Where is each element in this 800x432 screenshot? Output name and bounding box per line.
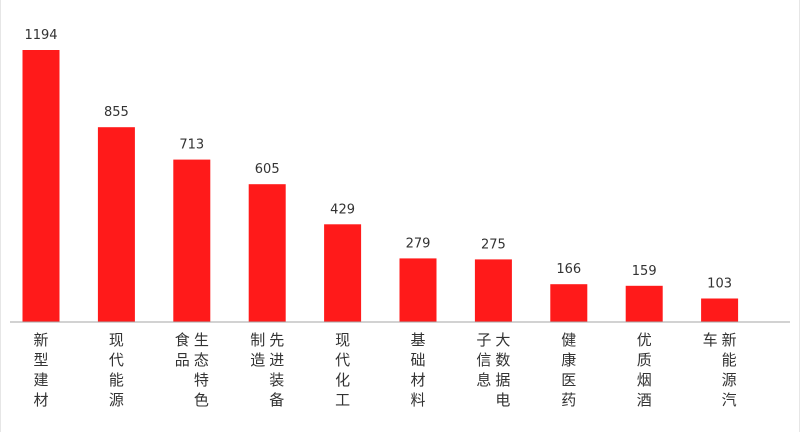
category-label-char: 品: [174, 351, 190, 369]
category-label-char: 能: [108, 371, 124, 389]
category-label-column: 先进装备: [269, 330, 284, 410]
category-label-7: 大数据电子信息: [476, 330, 510, 410]
value-label-3: 713: [179, 138, 204, 153]
category-label-column: 子信息: [476, 330, 491, 410]
value-label-1: 1194: [24, 28, 57, 43]
category-label-char: 代: [335, 351, 351, 369]
category-label-char: 制: [250, 331, 266, 349]
category-label-char: 新: [33, 331, 49, 349]
category-label-3: 生态特色食品: [175, 330, 209, 410]
category-label-char: 工: [335, 391, 351, 409]
category-label-5: 现代化工: [335, 330, 350, 410]
category-label-column: 现代能源: [109, 330, 124, 410]
category-label-char: 源: [108, 391, 124, 409]
category-label-char: 源: [721, 371, 737, 389]
category-label-column: 新型建材: [34, 330, 49, 410]
bar-2: [97, 127, 135, 322]
category-label-char: 医: [561, 371, 577, 389]
category-label-char: 材: [33, 391, 49, 409]
bar-3: [173, 159, 211, 322]
category-label-char: 大: [495, 331, 511, 349]
category-label-char: 进: [269, 351, 285, 369]
bar-10: [701, 298, 739, 322]
bar-4: [248, 184, 286, 322]
category-label-char: 材: [410, 371, 426, 389]
category-label-char: 态: [193, 351, 209, 369]
category-label-char: 色: [193, 391, 209, 409]
category-label-1: 新型建材: [34, 330, 49, 410]
category-label-column: 现代化工: [335, 330, 350, 410]
category-label-char: 料: [410, 391, 426, 409]
category-label-column: 车: [703, 330, 718, 410]
category-label-char: 数: [495, 351, 511, 369]
category-label-char: 造: [250, 351, 266, 369]
category-label-char: 优: [636, 331, 652, 349]
category-label-char: 现: [108, 331, 124, 349]
bar-1: [22, 50, 60, 322]
value-label-4: 605: [255, 162, 280, 177]
category-label-char: 建: [33, 371, 49, 389]
category-label-4: 先进装备制造: [250, 330, 284, 410]
category-label-char: 础: [410, 351, 426, 369]
category-label-10: 新能源汽车: [703, 330, 737, 410]
category-label-column: 食品: [175, 330, 190, 410]
category-label-char: 化: [335, 371, 351, 389]
bar-5: [324, 224, 362, 322]
category-label-char: 电: [495, 391, 511, 409]
category-label-column: 制造: [250, 330, 265, 410]
category-label-column: 生态特色: [194, 330, 209, 410]
category-label-char: 能: [721, 351, 737, 369]
category-label-9: 优质烟酒: [637, 330, 652, 410]
category-label-char: 现: [335, 331, 351, 349]
value-labels: 1194 855 713 605 429 279 275 166 159 103: [24, 28, 732, 292]
value-label-5: 429: [330, 202, 355, 217]
category-label-char: 车: [702, 331, 718, 349]
category-label-column: 大数据电: [495, 330, 510, 410]
category-label-char: 型: [33, 351, 49, 369]
value-label-2: 855: [104, 105, 129, 120]
value-label-8: 166: [556, 262, 581, 277]
category-label-char: 烟: [636, 371, 652, 389]
category-label-char: 代: [108, 351, 124, 369]
category-label-char: 息: [476, 371, 492, 389]
value-label-7: 275: [481, 237, 506, 252]
category-label-column: 新能源汽: [722, 330, 737, 410]
category-label-char: 先: [269, 331, 285, 349]
category-label-char: 食: [174, 331, 190, 349]
category-label-char: 药: [561, 391, 577, 409]
frame-left-edge: [0, 0, 1, 432]
category-label-8: 健康医药: [561, 330, 576, 410]
category-label-char: 健: [561, 331, 577, 349]
bar-7: [474, 259, 512, 322]
category-label-char: 基: [410, 331, 426, 349]
category-label-char: 据: [495, 371, 511, 389]
value-label-10: 103: [707, 277, 732, 292]
category-label-char: 汽: [721, 391, 737, 409]
category-label-char: 康: [561, 351, 577, 369]
bar-6: [399, 258, 437, 322]
category-label-column: 优质烟酒: [637, 330, 652, 410]
category-label-char: 质: [636, 351, 652, 369]
bar-8: [550, 284, 588, 322]
bar-series: [22, 50, 739, 322]
bar-9: [625, 285, 663, 322]
category-label-char: 酒: [636, 391, 652, 409]
category-label-char: 子: [476, 331, 492, 349]
category-label-column: 基础材料: [411, 330, 426, 410]
category-label-char: 新: [721, 331, 737, 349]
category-label-char: 装: [269, 371, 285, 389]
category-label-char: 备: [269, 391, 285, 409]
category-label-char: 特: [193, 371, 209, 389]
category-label-6: 基础材料: [411, 330, 426, 410]
category-label-char: 信: [476, 351, 492, 369]
category-label-2: 现代能源: [109, 330, 124, 410]
value-label-6: 279: [406, 236, 431, 251]
category-label-column: 健康医药: [561, 330, 576, 410]
value-label-9: 159: [632, 264, 657, 279]
category-label-char: 生: [193, 331, 209, 349]
